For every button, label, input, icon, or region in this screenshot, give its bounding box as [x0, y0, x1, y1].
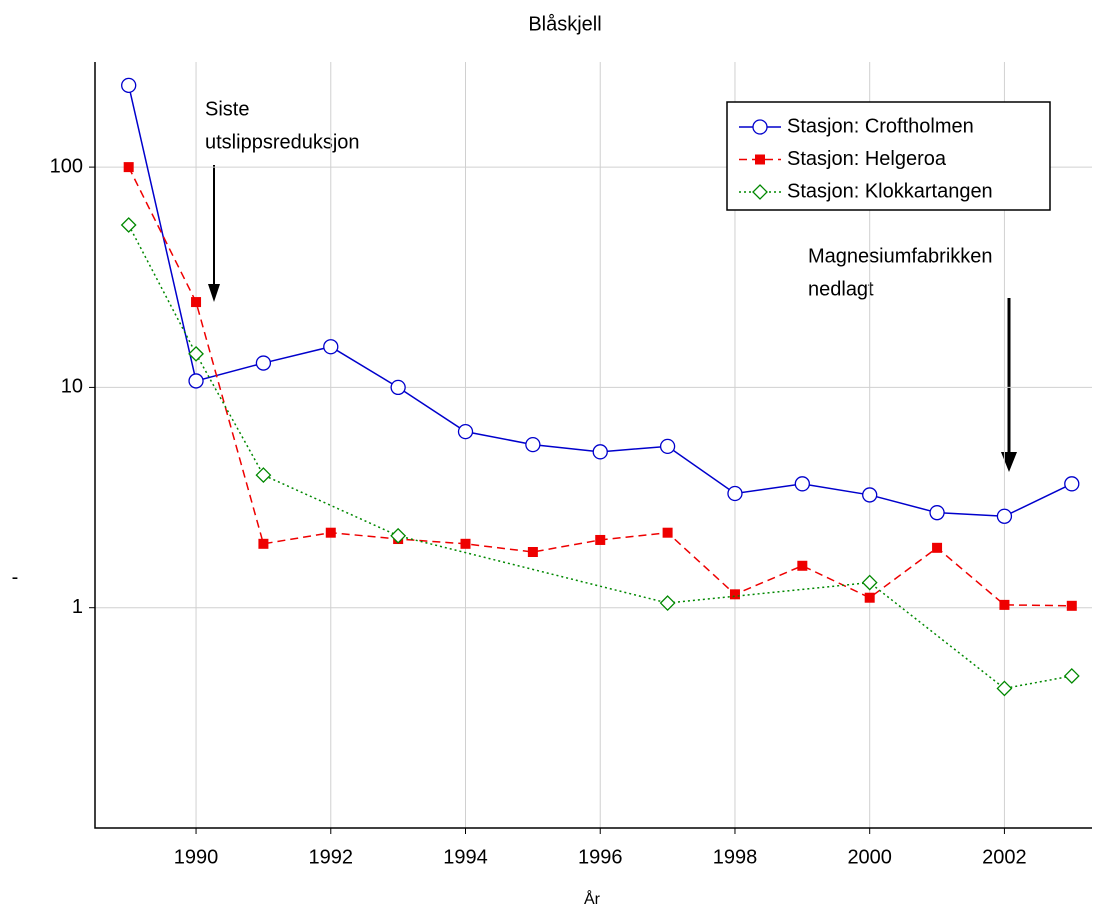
- marker: [191, 297, 202, 308]
- marker: [864, 592, 875, 603]
- legend-marker: [752, 119, 768, 135]
- y-tick-label: 10: [61, 376, 83, 398]
- legend-marker: [752, 184, 768, 200]
- legend-marker: [755, 154, 765, 165]
- marker: [258, 538, 269, 549]
- marker: [861, 574, 878, 591]
- series-line: [128, 224, 1072, 690]
- marker: [121, 77, 137, 94]
- marker: [1063, 668, 1080, 684]
- marker: [794, 476, 810, 492]
- marker: [1066, 600, 1077, 611]
- marker: [996, 508, 1013, 524]
- marker: [592, 444, 608, 460]
- arrow-head: [1001, 452, 1017, 472]
- marker: [659, 595, 676, 611]
- marker: [862, 487, 878, 503]
- x-tick-label: 1996: [578, 846, 623, 868]
- marker: [188, 345, 204, 362]
- marker: [932, 542, 943, 553]
- marker: [325, 527, 336, 538]
- marker: [390, 527, 407, 544]
- marker: [323, 339, 339, 355]
- annotation: Magnesiumfabrikken: [808, 245, 993, 267]
- marker: [929, 505, 945, 521]
- legend-label: Stasjon: Helgeroa: [787, 148, 947, 170]
- x-tick-label: 1992: [309, 846, 354, 868]
- x-tick-label: 1990: [174, 846, 219, 868]
- marker: [255, 467, 272, 483]
- y-tick-label: 1: [72, 596, 83, 618]
- legend-label: Stasjon: Klokkartangen: [787, 180, 993, 202]
- chart-title: Blåskjell: [528, 13, 601, 35]
- marker: [1064, 476, 1080, 492]
- marker: [999, 599, 1010, 610]
- marker: [729, 589, 740, 600]
- marker: [255, 355, 272, 371]
- marker: [662, 527, 673, 538]
- marker: [525, 436, 541, 453]
- y-tick-label: 100: [50, 155, 83, 177]
- marker: [390, 379, 406, 396]
- marker: [659, 438, 676, 455]
- annotation: utslippsreduksjon: [205, 131, 360, 153]
- annotation: Siste: [205, 98, 249, 120]
- marker: [460, 538, 471, 549]
- y-axis-label: -: [12, 566, 19, 588]
- marker: [457, 423, 474, 440]
- marker: [123, 162, 134, 173]
- x-axis-label: År: [584, 889, 601, 908]
- marker: [727, 485, 743, 502]
- x-tick-label: 2000: [847, 846, 892, 868]
- marker: [595, 534, 606, 545]
- legend-label: Stasjon: Croftholmen: [787, 115, 974, 137]
- marker: [188, 373, 204, 389]
- x-tick-label: 2002: [982, 846, 1027, 868]
- x-tick-label: 1998: [713, 846, 758, 868]
- x-tick-label: 1994: [443, 846, 488, 868]
- marker: [120, 217, 137, 233]
- marker: [527, 547, 538, 557]
- arrow-head: [208, 284, 220, 302]
- marker: [797, 560, 808, 571]
- marker: [996, 680, 1013, 697]
- annotation: nedlagt: [808, 278, 874, 300]
- axis: [94, 62, 1092, 829]
